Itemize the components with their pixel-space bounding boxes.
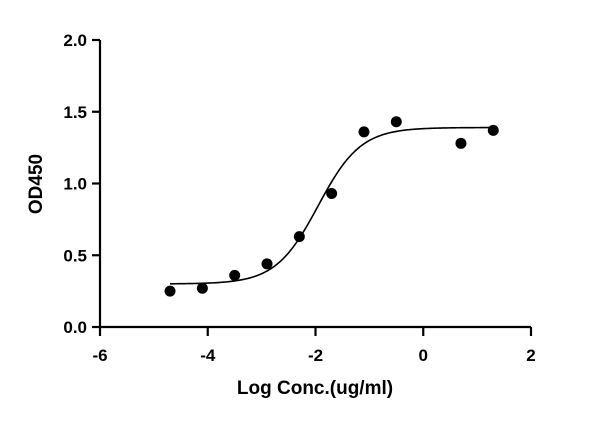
data-points (164, 116, 499, 297)
x-axis-ticks: -6 -4 -2 0 2 (92, 327, 536, 365)
x-tick-label: -2 (308, 346, 323, 365)
data-point (358, 126, 370, 138)
data-point (390, 116, 402, 128)
data-point (196, 282, 208, 294)
data-point (455, 137, 467, 149)
y-tick-label: 1.0 (63, 175, 87, 194)
data-point (326, 188, 338, 200)
x-tick-label: -4 (200, 346, 216, 365)
data-point (293, 231, 305, 243)
x-axis-title: Log Conc.(ug/ml) (237, 378, 393, 399)
axes (98, 40, 531, 329)
y-tick-label: 0.0 (63, 318, 87, 337)
fit-curve-line (170, 126, 494, 285)
y-tick-label: 0.5 (63, 246, 87, 265)
x-tick-label: 2 (526, 346, 535, 365)
y-axis-ticks: 0.0 0.5 1.0 1.5 2.0 (63, 31, 100, 337)
x-tick-label: -6 (92, 346, 107, 365)
x-tick-label: 0 (419, 346, 428, 365)
y-tick-label: 2.0 (63, 31, 87, 50)
data-point (229, 269, 241, 281)
y-axis-title: OD450 (26, 154, 47, 214)
data-point (164, 285, 176, 297)
data-point (261, 258, 273, 270)
y-tick-label: 1.5 (63, 103, 87, 122)
data-point (487, 124, 499, 136)
